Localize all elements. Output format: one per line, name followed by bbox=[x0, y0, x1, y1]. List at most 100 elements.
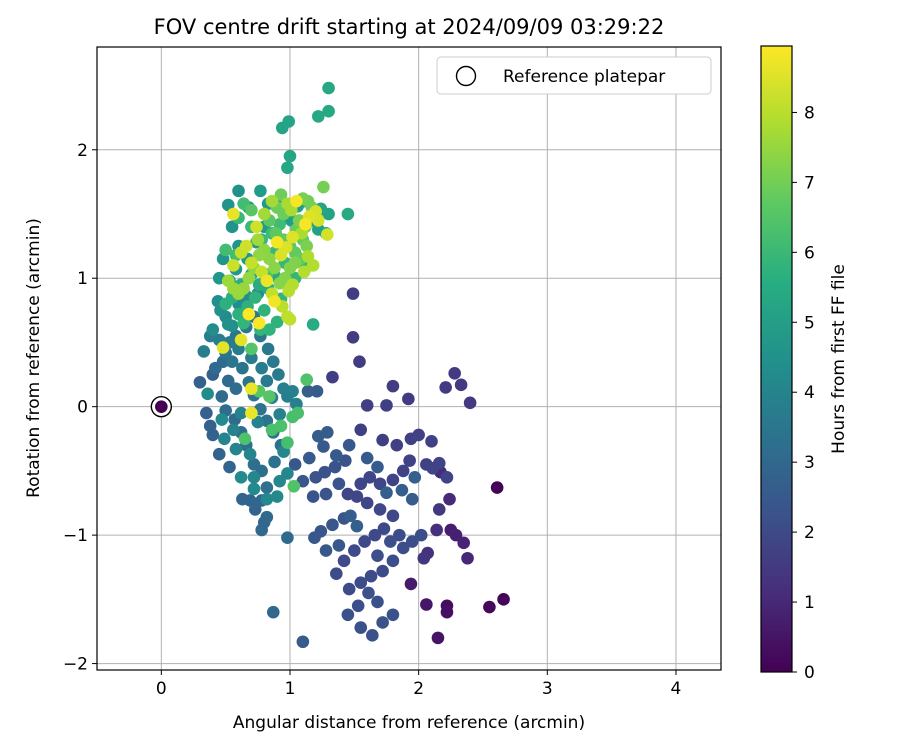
colorbar-gradient bbox=[760, 45, 793, 673]
x-tick-label: 3 bbox=[542, 679, 553, 699]
data-point bbox=[426, 462, 440, 475]
data-point bbox=[270, 235, 284, 249]
data-point bbox=[390, 438, 404, 452]
plot-frame bbox=[96, 46, 722, 671]
data-point bbox=[360, 496, 374, 510]
data-point bbox=[358, 535, 371, 548]
data-point bbox=[300, 239, 314, 253]
legend-marker-icon bbox=[455, 65, 477, 87]
data-point bbox=[245, 351, 258, 365]
colorbar-tick-label: 0 bbox=[804, 663, 815, 683]
data-point bbox=[248, 503, 262, 516]
data-point bbox=[330, 567, 343, 580]
data-point bbox=[386, 473, 400, 487]
data-point bbox=[254, 184, 267, 198]
x-tick-label: 0 bbox=[156, 679, 167, 699]
data-point bbox=[234, 406, 248, 420]
x-tick-label: 2 bbox=[413, 679, 424, 699]
data-point bbox=[319, 544, 333, 557]
data-point bbox=[281, 161, 294, 175]
data-point bbox=[223, 460, 236, 474]
data-point bbox=[483, 600, 496, 614]
axis-ticks: 0 1 2 3 4 −2 −1 0 1 2 bbox=[63, 141, 681, 699]
data-point bbox=[405, 535, 419, 548]
data-point bbox=[322, 81, 335, 95]
data-point bbox=[283, 261, 297, 275]
data-point bbox=[308, 531, 321, 544]
y-tick-label: −2 bbox=[63, 655, 88, 675]
data-point bbox=[408, 471, 422, 484]
data-point bbox=[193, 375, 207, 389]
data-point bbox=[221, 318, 235, 331]
data-point bbox=[440, 471, 454, 484]
data-point bbox=[232, 184, 245, 198]
data-point bbox=[283, 313, 297, 326]
data-point bbox=[420, 598, 433, 611]
data-point bbox=[221, 374, 235, 388]
data-point bbox=[306, 259, 320, 272]
data-point bbox=[341, 608, 355, 622]
data-point bbox=[281, 436, 294, 449]
data-point bbox=[373, 477, 387, 491]
data-point bbox=[353, 355, 366, 369]
data-point bbox=[326, 518, 339, 532]
data-point bbox=[449, 528, 463, 542]
data-point bbox=[251, 233, 265, 246]
data-point bbox=[200, 406, 213, 420]
data-point bbox=[321, 426, 334, 439]
data-point bbox=[371, 549, 384, 562]
data-point bbox=[273, 474, 286, 488]
data-point bbox=[341, 207, 355, 221]
data-point bbox=[360, 451, 374, 465]
data-point bbox=[218, 432, 231, 446]
colorbar-label: Hours from first FF file bbox=[829, 264, 849, 454]
data-point bbox=[225, 220, 239, 234]
data-point bbox=[239, 239, 253, 253]
data-point bbox=[306, 318, 320, 331]
colorbar-tick-label: 7 bbox=[804, 173, 815, 193]
colorbar: 0 1 2 3 4 5 6 7 8 Hours from first FF file bbox=[760, 45, 849, 683]
data-point bbox=[310, 384, 324, 398]
data-point bbox=[454, 378, 468, 392]
data-points bbox=[150, 81, 510, 649]
y-tick-label: 1 bbox=[77, 269, 88, 289]
data-point bbox=[225, 355, 239, 369]
data-point bbox=[221, 274, 235, 288]
data-point bbox=[300, 373, 314, 386]
data-point bbox=[448, 366, 461, 380]
data-point bbox=[360, 399, 374, 412]
data-point bbox=[297, 265, 311, 279]
data-point bbox=[238, 432, 252, 446]
data-point bbox=[227, 259, 240, 272]
data-point bbox=[286, 230, 299, 244]
y-tick-label: 0 bbox=[77, 398, 88, 418]
data-point bbox=[350, 519, 364, 533]
data-point bbox=[337, 554, 351, 568]
data-point bbox=[342, 438, 356, 452]
data-point bbox=[417, 551, 431, 565]
data-point bbox=[490, 481, 504, 494]
data-point bbox=[296, 635, 310, 649]
data-point bbox=[283, 149, 297, 163]
data-point bbox=[247, 471, 261, 484]
data-point bbox=[346, 331, 360, 344]
data-point bbox=[270, 315, 284, 329]
data-point bbox=[272, 368, 285, 381]
data-point bbox=[219, 297, 232, 311]
data-point bbox=[461, 551, 474, 565]
data-point bbox=[354, 477, 368, 491]
data-point bbox=[386, 554, 400, 568]
data-point bbox=[396, 541, 410, 555]
colorbar-tick-label: 3 bbox=[804, 453, 815, 473]
data-point bbox=[344, 509, 357, 523]
data-point bbox=[386, 379, 400, 393]
data-point bbox=[266, 355, 280, 369]
y-tick-label: −1 bbox=[63, 526, 88, 546]
data-point bbox=[439, 381, 452, 394]
data-point bbox=[440, 605, 454, 619]
data-point bbox=[376, 564, 389, 578]
data-point bbox=[266, 605, 280, 619]
x-axis-label: Angular distance from reference (arcmin) bbox=[233, 713, 585, 733]
data-point bbox=[268, 455, 281, 469]
